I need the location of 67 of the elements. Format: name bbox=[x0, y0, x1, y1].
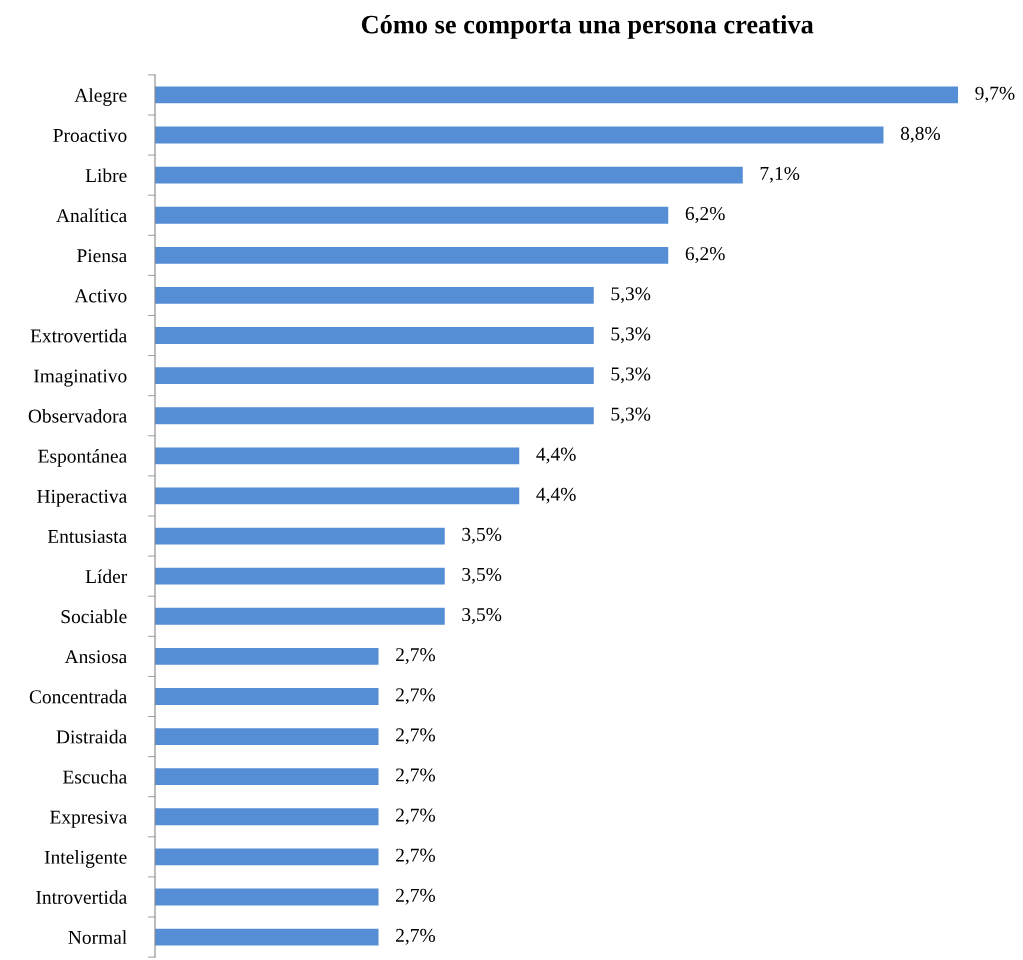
bar bbox=[155, 928, 379, 946]
bar bbox=[155, 808, 379, 826]
bar bbox=[155, 327, 594, 344]
y-tick-label: Introvertida bbox=[36, 890, 127, 904]
y-tick-label: Expresiva bbox=[50, 810, 127, 828]
data-label: 2,7% bbox=[396, 928, 436, 945]
data-label: 6,2% bbox=[685, 247, 725, 263]
bar bbox=[155, 607, 445, 625]
bar bbox=[155, 688, 379, 705]
bar bbox=[155, 206, 669, 224]
data-label: 3,5% bbox=[462, 567, 502, 584]
data-label: 2,7% bbox=[396, 688, 436, 705]
data-label: 6,2% bbox=[685, 206, 725, 223]
chart-title: Cómo se comporta una persona creativa bbox=[361, 14, 814, 39]
bar bbox=[155, 647, 379, 665]
data-label: 2,7% bbox=[396, 768, 436, 785]
bar bbox=[155, 888, 379, 906]
data-label: 3,5% bbox=[462, 527, 502, 544]
y-tick-label: Proactivo bbox=[53, 128, 127, 142]
data-label: 8,8% bbox=[900, 126, 940, 143]
y-tick-label: Entusiasta bbox=[47, 529, 127, 543]
y-tick-label: Piensa bbox=[77, 249, 127, 263]
y-tick-label: Líder bbox=[85, 569, 128, 584]
bar bbox=[155, 407, 594, 425]
data-label: 5,3% bbox=[611, 367, 651, 384]
bar bbox=[155, 246, 669, 264]
y-tick-label: Observadora bbox=[28, 409, 127, 423]
y-tick-label: Analítica bbox=[56, 208, 127, 223]
data-label: 3,5% bbox=[462, 608, 502, 624]
y-tick-label: Espontánea bbox=[38, 449, 127, 467]
bar bbox=[155, 447, 520, 465]
y-tick-label: Libre bbox=[85, 168, 127, 183]
y-tick-label: Distraida bbox=[56, 729, 127, 744]
bar bbox=[155, 166, 743, 184]
data-label: 2,7% bbox=[396, 848, 436, 865]
bar bbox=[155, 728, 379, 745]
bar bbox=[155, 567, 445, 585]
bar bbox=[155, 768, 379, 786]
bar bbox=[155, 848, 379, 866]
y-tick-label: Escucha bbox=[63, 769, 127, 784]
y-tick-label: Hiperactiva bbox=[37, 489, 127, 507]
data-label: 5,3% bbox=[611, 287, 651, 304]
data-label: 5,3% bbox=[611, 327, 651, 344]
y-tick-label: Alegre bbox=[74, 88, 127, 106]
bar bbox=[155, 527, 445, 545]
y-tick-label: Sociable bbox=[61, 609, 127, 624]
y-tick-label: Normal bbox=[68, 930, 127, 945]
y-tick-label: Concentrada bbox=[29, 689, 127, 704]
data-label: 9,7% bbox=[975, 86, 1015, 103]
y-tick-label: Activo bbox=[74, 289, 127, 303]
data-label: 2,7% bbox=[396, 728, 436, 745]
data-label: 5,3% bbox=[611, 407, 651, 424]
y-tick-label: Inteligente bbox=[44, 850, 127, 868]
data-label: 4,4% bbox=[536, 447, 576, 464]
bar bbox=[155, 86, 958, 104]
bar bbox=[155, 367, 594, 385]
data-label: 4,4% bbox=[536, 487, 576, 504]
data-label: 7,1% bbox=[760, 166, 800, 183]
data-label: 2,7% bbox=[396, 808, 436, 825]
y-tick-label: Extrovertida bbox=[30, 328, 127, 343]
bar bbox=[155, 287, 594, 304]
bar bbox=[155, 126, 884, 144]
bar bbox=[155, 487, 520, 505]
data-label: 2,7% bbox=[396, 648, 436, 665]
y-tick-label: Ansiosa bbox=[64, 650, 127, 664]
data-label: 2,7% bbox=[396, 888, 436, 905]
y-tick-label: Imaginativo bbox=[33, 369, 127, 387]
